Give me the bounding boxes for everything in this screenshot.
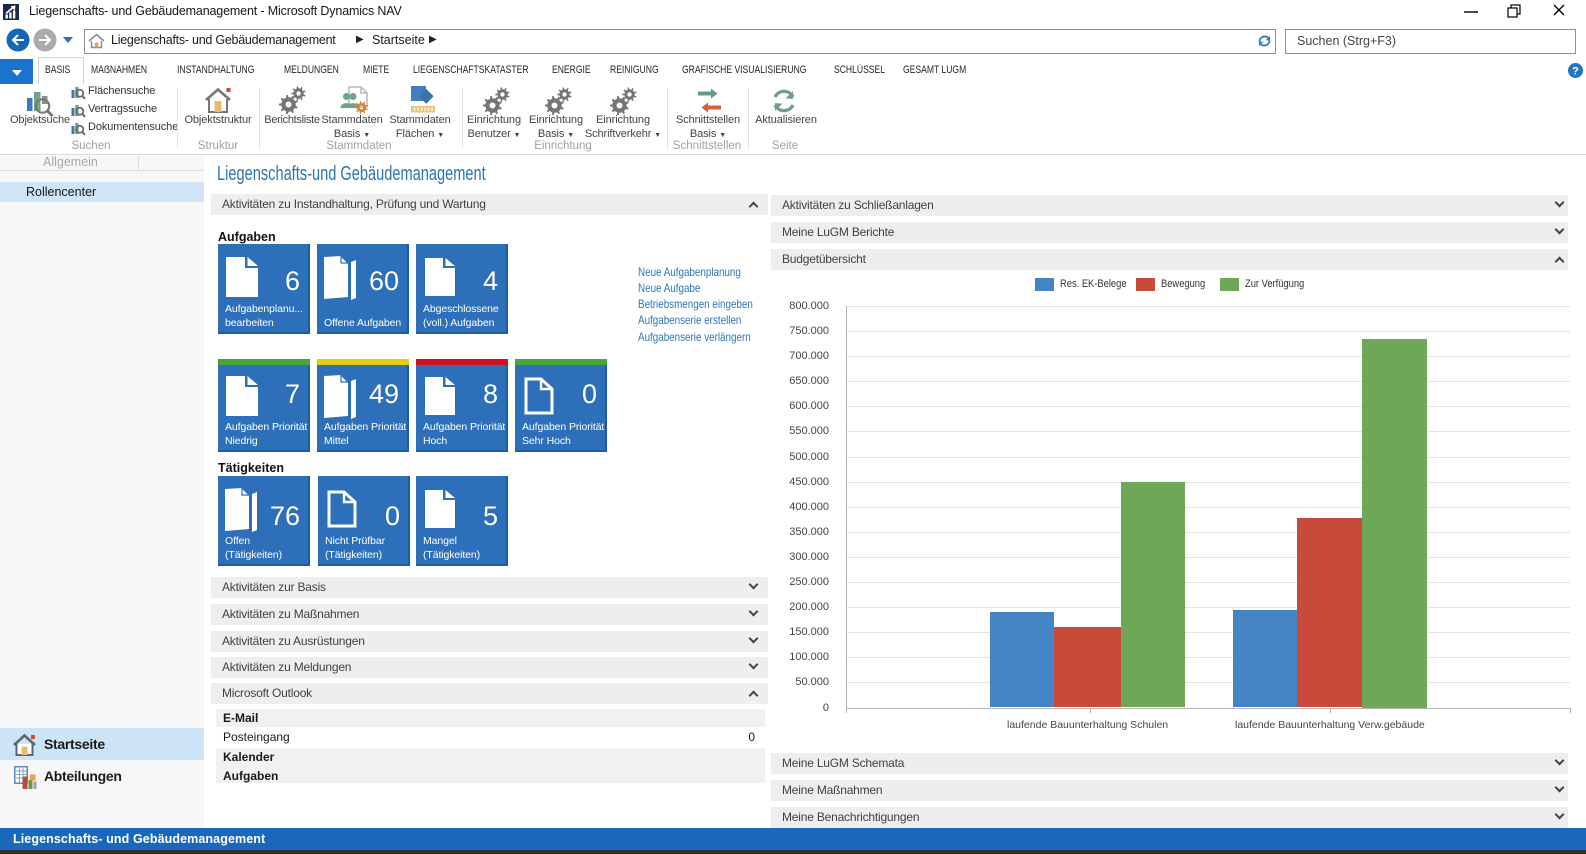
svg-text:?: ? [1572, 66, 1579, 78]
